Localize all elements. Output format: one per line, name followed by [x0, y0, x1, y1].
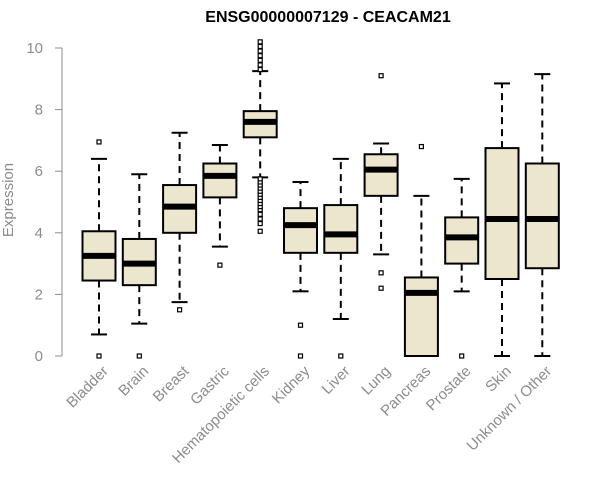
outlier-point — [217, 262, 223, 268]
box-group — [202, 144, 238, 268]
outlier-point — [177, 307, 183, 313]
y-tick-label: 2 — [35, 286, 43, 303]
outlier-point — [378, 270, 384, 276]
box-group — [81, 139, 117, 359]
y-tick-label: 4 — [35, 225, 43, 242]
box-group — [323, 157, 359, 359]
outlier-point — [257, 216, 263, 222]
outlier-point — [96, 139, 102, 145]
x-category-label: Prostate — [423, 363, 475, 415]
outlier-point — [257, 48, 263, 54]
box-group — [524, 73, 560, 357]
box-group — [363, 73, 399, 291]
outlier-point — [257, 62, 263, 68]
iqr-box — [403, 276, 439, 357]
y-tick-label: 10 — [26, 40, 43, 57]
y-axis-label: Expression — [0, 163, 17, 237]
y-tick-label: 8 — [35, 102, 43, 119]
x-category-label: Kidney — [269, 362, 314, 407]
outlier-point — [136, 353, 142, 359]
y-axis: 0 2 4 6 8 10 — [26, 40, 63, 365]
y-tick-label: 6 — [35, 163, 43, 180]
iqr-box — [323, 204, 359, 254]
y-tick-label: 0 — [35, 348, 43, 365]
iqr-box — [524, 162, 560, 270]
plot-area — [81, 39, 560, 359]
outlier-point — [378, 285, 384, 291]
iqr-box — [283, 207, 318, 254]
box-group — [121, 173, 157, 359]
box-group — [162, 131, 198, 313]
outlier-point — [257, 66, 263, 73]
outlier-point — [257, 43, 263, 50]
outlier-point — [338, 353, 344, 359]
outlier-point — [257, 228, 263, 234]
x-category-label: Brain — [115, 363, 152, 400]
iqr-box — [484, 147, 520, 280]
outlier-point — [378, 73, 384, 79]
x-category-label: Breast — [150, 362, 193, 405]
box-group — [484, 82, 520, 357]
outlier-point — [257, 57, 263, 63]
outlier-point — [257, 211, 263, 217]
x-category-label: Skin — [482, 363, 515, 396]
outlier-point — [459, 353, 465, 359]
x-category-label: Lung — [358, 363, 394, 399]
x-category-label: Bladder — [63, 363, 112, 412]
box-group — [283, 180, 318, 359]
box-group — [242, 39, 278, 234]
chart-title: ENSG00000007129 - CEACAM21 — [205, 9, 451, 26]
outlier-point — [257, 176, 263, 182]
iqr-box — [363, 153, 399, 197]
iqr-box — [444, 216, 480, 265]
box-group — [403, 143, 439, 357]
outlier-point — [96, 353, 102, 359]
outlier-point — [418, 143, 424, 150]
outlier-point — [297, 322, 304, 328]
x-category-label: Liver — [319, 363, 354, 398]
outlier-point — [257, 39, 263, 45]
outlier-point — [257, 220, 263, 227]
box-group — [444, 177, 480, 359]
outlier-point — [297, 353, 304, 359]
iqr-box — [202, 162, 238, 199]
outlier-point — [257, 53, 263, 59]
